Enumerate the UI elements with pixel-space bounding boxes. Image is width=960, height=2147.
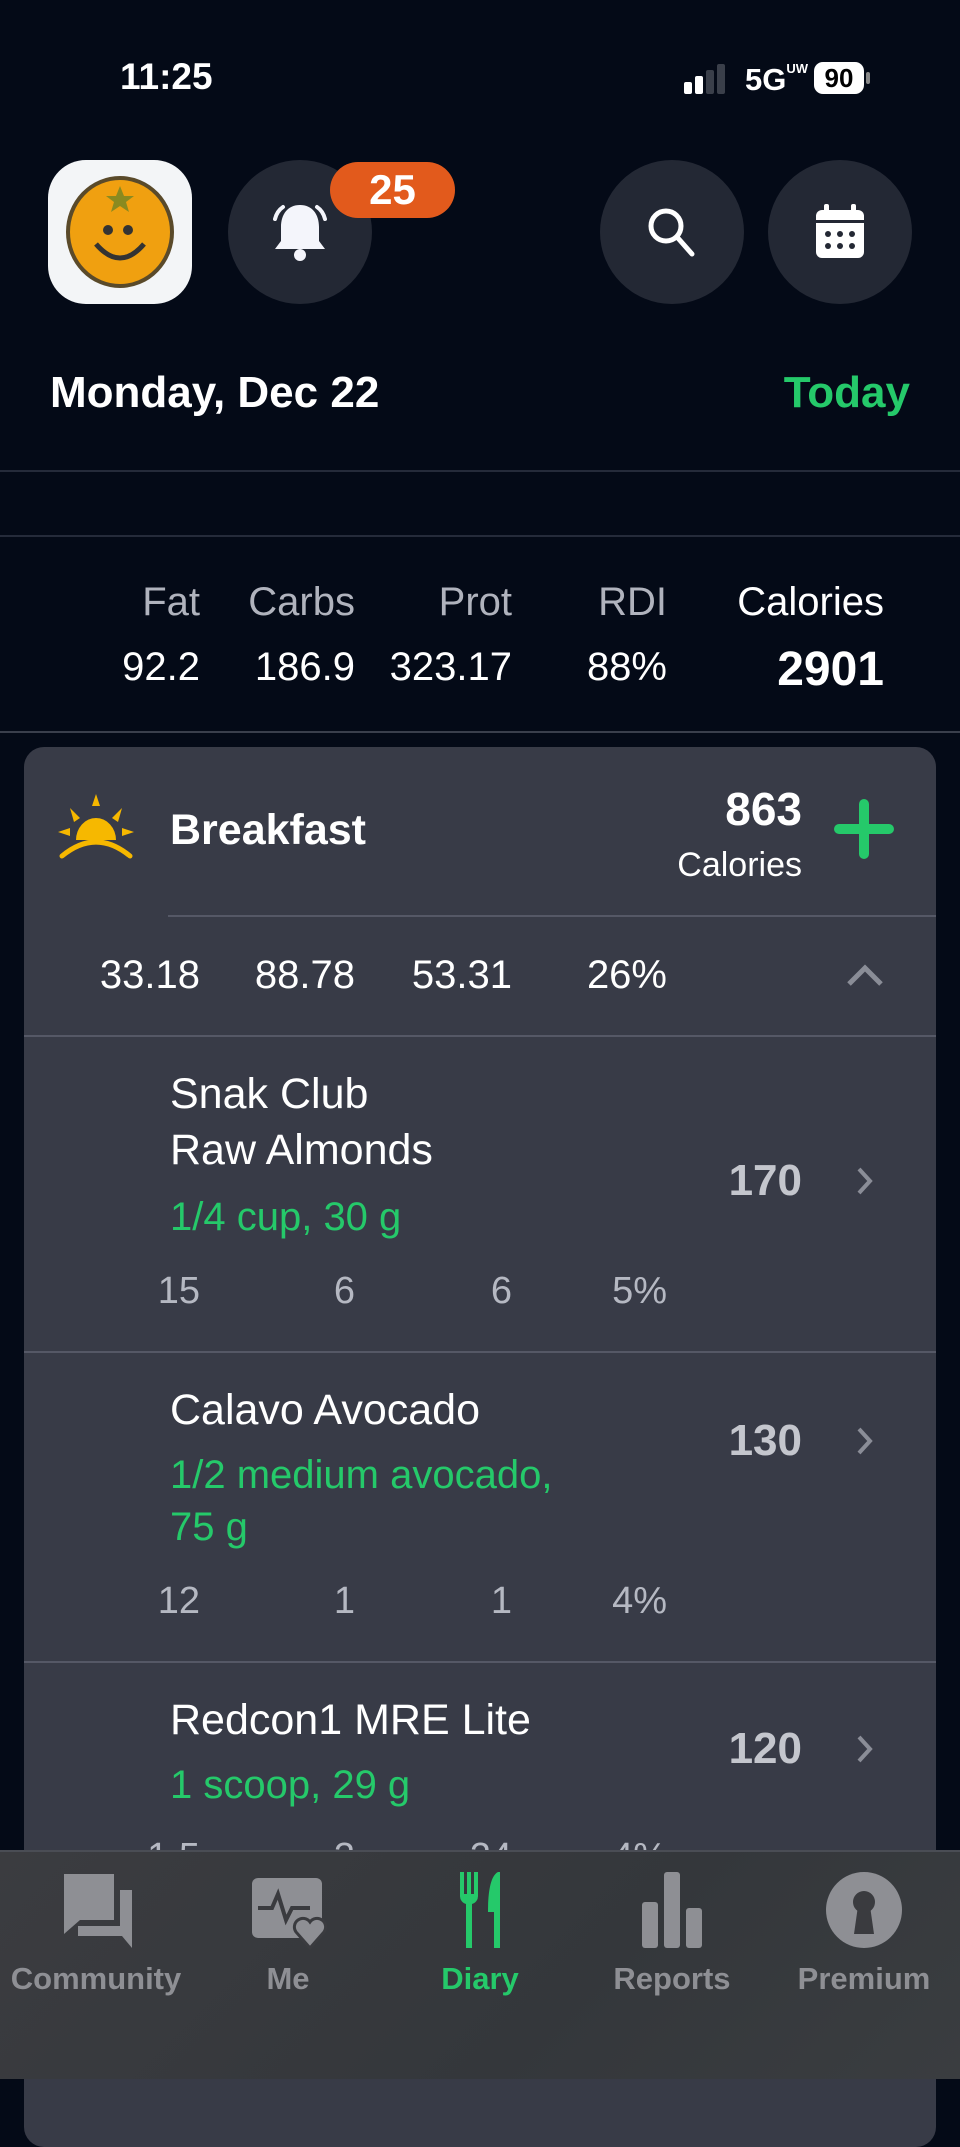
- app-logo[interactable]: [48, 160, 192, 304]
- calendar-button[interactable]: [768, 160, 912, 304]
- meal-name: Breakfast: [170, 806, 366, 854]
- bell-icon: [273, 205, 327, 261]
- tab-community[interactable]: Community: [0, 1870, 192, 1997]
- food-name-line: Raw Almonds: [170, 1126, 433, 1174]
- tab-label: Premium: [797, 1961, 931, 1996]
- food-serving-line: 75 g: [170, 1505, 248, 1549]
- food-calories: 130: [728, 1416, 802, 1465]
- chevron-right-icon: [856, 1734, 874, 1769]
- battery-cap: [866, 72, 870, 84]
- chat-bubbles-icon: [64, 1874, 132, 1948]
- keyhole-icon: [826, 1872, 902, 1948]
- chevron-up-icon: [847, 964, 883, 986]
- tab-label: Reports: [613, 1961, 731, 1996]
- plus-icon: [834, 799, 894, 859]
- food-fat: 12: [157, 1580, 200, 1622]
- total-rdi: 88%: [586, 645, 667, 689]
- food-calories: 170: [728, 1156, 802, 1205]
- meal-fat: 33.18: [99, 953, 200, 997]
- food-name: Snak Club Raw Almonds: [170, 1066, 433, 1178]
- food-rdi: 5%: [612, 1270, 667, 1312]
- food-carbs: 1: [333, 1580, 355, 1622]
- food-name: Calavo Avocado: [170, 1386, 480, 1434]
- food-serving-line: 1/2 medium avocado,: [170, 1453, 553, 1497]
- food-prot: 1: [490, 1580, 512, 1622]
- meal-carbs: 88.78: [254, 953, 355, 997]
- fork-knife-icon: [459, 1872, 500, 1948]
- food-name: Redcon1 MRE Lite: [170, 1696, 531, 1744]
- sunrise-icon: [58, 792, 134, 873]
- notification-badge: 25: [330, 162, 455, 218]
- add-food-button[interactable]: [832, 797, 896, 866]
- collapse-button[interactable]: [846, 962, 884, 993]
- food-rdi: 4%: [612, 1580, 667, 1622]
- divider: [168, 915, 936, 917]
- meal-calories-label: Calories: [677, 846, 802, 884]
- tab-premium[interactable]: Premium: [768, 1870, 960, 1997]
- food-calories: 120: [728, 1724, 802, 1773]
- meal-prot: 53.31: [411, 953, 512, 997]
- diary-date[interactable]: Monday, Dec 22: [50, 368, 380, 417]
- header-calories: Calories: [737, 580, 884, 624]
- tab-label: Community: [10, 1961, 182, 1996]
- tab-label: Me: [266, 1961, 310, 1996]
- tab-reports[interactable]: Reports: [576, 1870, 768, 1997]
- food-serving: 1 scoop, 29 g: [170, 1763, 411, 1807]
- tab-diary[interactable]: Diary: [384, 1870, 576, 1997]
- divider: [24, 1661, 936, 1663]
- divider: [0, 535, 960, 537]
- food-serving: 1/4 cup, 30 g: [170, 1195, 402, 1239]
- food-prot: 6: [490, 1270, 512, 1312]
- tab-me[interactable]: Me: [192, 1870, 384, 1997]
- food-fat: 15: [157, 1270, 200, 1312]
- battery-indicator: 90: [814, 62, 864, 94]
- status-time: 11:25: [120, 56, 213, 97]
- total-fat: 92.2: [122, 645, 200, 689]
- total-calories: 2901: [777, 643, 884, 696]
- food-name-line: Snak Club: [170, 1070, 369, 1118]
- smiley-orange-icon: [66, 176, 174, 288]
- search-button[interactable]: [600, 160, 744, 304]
- calendar-icon: [816, 204, 864, 258]
- divider: [24, 1351, 936, 1353]
- header-prot: Prot: [438, 580, 512, 624]
- divider: [0, 470, 960, 472]
- today-button[interactable]: Today: [783, 368, 910, 417]
- food-carbs: 6: [333, 1270, 355, 1312]
- meal-calories: 863: [725, 783, 802, 835]
- total-prot: 323.17: [389, 645, 512, 689]
- network-label: 5G: [745, 62, 787, 97]
- header-rdi: RDI: [598, 580, 667, 624]
- divider: [0, 731, 960, 733]
- search-icon: [648, 208, 695, 257]
- total-carbs: 186.9: [254, 645, 355, 689]
- tab-label: Diary: [441, 1961, 519, 1996]
- food-serving: 1/2 medium avocado, 75 g: [170, 1449, 552, 1553]
- header-fat: Fat: [142, 580, 200, 624]
- bar-chart-icon: [642, 1872, 702, 1948]
- tab-bar: Community Me Diary Reports Premium: [0, 1850, 960, 2079]
- health-heart-icon: [252, 1878, 328, 1951]
- meal-rdi: 26%: [586, 953, 667, 997]
- chevron-right-icon: [856, 1166, 874, 1201]
- network-type: 5GUW: [745, 61, 809, 98]
- header-carbs: Carbs: [248, 580, 355, 624]
- network-suffix: UW: [786, 61, 809, 76]
- divider: [24, 1035, 936, 1037]
- chevron-right-icon: [856, 1426, 874, 1461]
- signal-icon: [684, 64, 728, 99]
